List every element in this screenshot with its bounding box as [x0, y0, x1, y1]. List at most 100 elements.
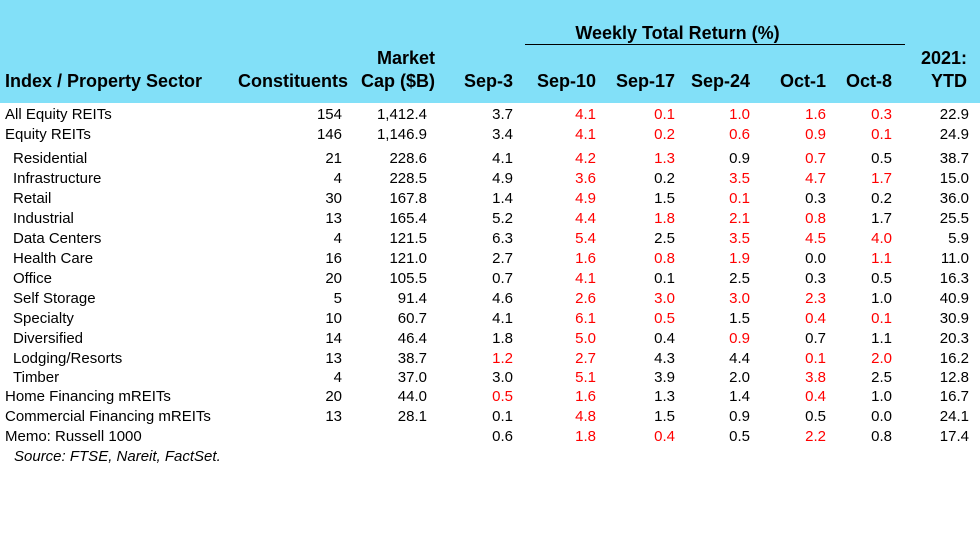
row-label: Residential [13, 150, 88, 167]
week-return-cell: 3.5 [729, 170, 750, 187]
week-return-cell: 1.0 [871, 388, 892, 405]
week-return-cell: 0.5 [492, 388, 513, 405]
week-return-cell: 1.6 [575, 250, 596, 267]
col-header-week: Sep-3 [463, 71, 513, 91]
mcap-cell: 165.4 [389, 210, 427, 227]
week-return-cell: 1.1 [871, 250, 892, 267]
mcap-cell: 121.5 [389, 230, 427, 247]
constituents-cell: 10 [325, 310, 342, 327]
col-header-mcap-line2: Cap ($B) [360, 71, 435, 91]
week-return-cell: 5.4 [575, 230, 596, 247]
constituents-cell: 20 [325, 270, 342, 287]
col-header-ytd-line2: YTD [931, 71, 967, 91]
ytd-cell: 12.8 [939, 369, 969, 386]
week-return-cell: 4.1 [575, 270, 596, 287]
week-return-cell: 0.1 [805, 350, 826, 367]
constituents-cell: 13 [325, 350, 342, 367]
week-return-cell: 0.8 [871, 428, 892, 445]
constituents-cell: 4 [333, 230, 342, 247]
mcap-cell: 167.8 [389, 190, 427, 207]
week-return-cell: 4.7 [805, 170, 826, 187]
week-return-cell: 0.5 [654, 310, 675, 327]
ytd-cell: 20.3 [939, 330, 969, 347]
week-return-cell: 3.4 [492, 126, 513, 143]
ytd-cell: 16.3 [939, 270, 969, 287]
row-label: Health Care [13, 250, 94, 267]
week-return-cell: 1.7 [871, 170, 892, 187]
week-return-cell: 1.1 [871, 330, 892, 347]
group-title: Weekly Total Return (%) [575, 23, 780, 43]
week-return-cell: 0.3 [805, 190, 826, 207]
row-label: Lodging/Resorts [13, 350, 123, 367]
week-return-cell: 0.0 [805, 250, 826, 267]
week-return-cell: 1.7 [871, 210, 892, 227]
mcap-cell: 1,146.9 [376, 126, 427, 143]
week-return-cell: 3.8 [805, 369, 826, 386]
row-label: Industrial [13, 210, 74, 227]
group-underline [525, 44, 905, 45]
week-return-cell: 6.3 [492, 230, 513, 247]
week-return-cell: 4.8 [575, 408, 596, 425]
week-return-cell: 1.8 [492, 330, 513, 347]
row-label: Specialty [13, 310, 74, 327]
constituents-cell: 20 [325, 388, 342, 405]
week-return-cell: 3.6 [575, 170, 596, 187]
week-return-cell: 1.3 [654, 388, 675, 405]
mcap-cell: 121.0 [389, 250, 427, 267]
week-return-cell: 0.2 [871, 190, 892, 207]
constituents-cell: 30 [325, 190, 342, 207]
constituents-cell: 14 [325, 330, 342, 347]
week-return-cell: 1.0 [729, 106, 750, 123]
col-header-week: Oct-8 [845, 71, 892, 91]
week-return-cell: 2.0 [871, 350, 892, 367]
week-return-cell: 0.4 [805, 310, 826, 327]
week-return-cell: 3.0 [654, 290, 675, 307]
constituents-cell: 154 [316, 106, 342, 123]
week-return-cell: 1.4 [729, 388, 750, 405]
ytd-cell: 25.5 [939, 210, 969, 227]
week-return-cell: 4.1 [575, 106, 596, 123]
week-return-cell: 5.0 [575, 330, 596, 347]
week-return-cell: 2.6 [575, 290, 596, 307]
mcap-cell: 44.0 [397, 388, 427, 405]
week-return-cell: 4.4 [575, 210, 596, 227]
week-return-cell: 0.1 [871, 126, 892, 143]
ytd-cell: 11.0 [940, 250, 969, 267]
week-return-cell: 0.5 [729, 428, 750, 445]
week-return-cell: 3.5 [729, 230, 750, 247]
week-return-cell: 2.3 [805, 290, 826, 307]
ytd-cell: 16.2 [939, 350, 969, 367]
col-header-ytd-line1: 2021: [920, 48, 967, 68]
col-header-constituents: Constituents [238, 71, 348, 91]
week-return-cell: 4.1 [492, 310, 513, 327]
ytd-cell: 5.9 [948, 230, 969, 247]
week-return-cell: 1.8 [654, 210, 675, 227]
row-label: All Equity REITs [5, 106, 112, 123]
week-return-cell: 3.9 [654, 369, 675, 386]
week-return-cell: 1.6 [805, 106, 826, 123]
mcap-cell: 105.5 [389, 270, 427, 287]
mcap-cell: 60.7 [397, 310, 427, 327]
row-label: Data Centers [13, 230, 102, 247]
ytd-cell: 30.9 [939, 310, 969, 327]
constituents-cell: 13 [325, 408, 342, 425]
week-return-cell: 1.5 [729, 310, 750, 327]
week-return-cell: 0.1 [654, 270, 675, 287]
week-return-cell: 0.4 [654, 428, 675, 445]
mcap-cell: 28.1 [397, 408, 427, 425]
week-return-cell: 0.1 [871, 310, 892, 327]
row-label: Commercial Financing mREITs [5, 408, 211, 425]
constituents-cell: 16 [325, 250, 342, 267]
row-label: Infrastructure [13, 170, 102, 187]
constituents-cell: 4 [333, 369, 342, 386]
constituents-cell: 21 [325, 150, 342, 167]
mcap-cell: 38.7 [397, 350, 427, 367]
week-return-cell: 0.3 [871, 106, 892, 123]
week-return-cell: 2.5 [654, 230, 675, 247]
week-return-cell: 1.5 [654, 408, 675, 425]
ytd-cell: 16.7 [939, 388, 969, 405]
week-return-cell: 0.9 [729, 408, 750, 425]
constituents-cell: 5 [333, 290, 342, 307]
row-label: Equity REITs [5, 126, 91, 143]
week-return-cell: 4.4 [729, 350, 750, 367]
